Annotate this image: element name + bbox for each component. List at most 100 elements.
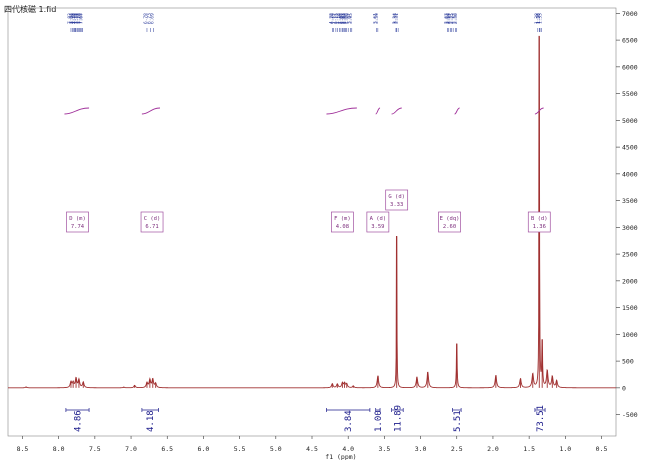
peak-ppm-label: 7.67 <box>79 13 85 24</box>
multiplet-label: E (dq) <box>440 216 460 222</box>
x-tick-label: 2.5 <box>451 445 463 453</box>
y-tick-label: 0 <box>622 384 626 392</box>
multiplet-shift: 7.74 <box>71 224 85 230</box>
peak-ppm-label: 7.68 <box>78 13 84 24</box>
peak-ppm-label: 4.15 <box>333 13 339 24</box>
peak-ppm-label: 7.78 <box>71 13 77 24</box>
integral-value: 4.18 <box>146 410 156 432</box>
y-tick-label: 3500 <box>622 197 638 205</box>
peak-ppm-label: 3.34 <box>392 13 398 24</box>
peak-ppm-label: 2.63 <box>443 13 449 24</box>
x-tick-label: 8.5 <box>17 445 29 453</box>
x-tick-label: 7.0 <box>125 445 137 453</box>
peak-ppm-label: 7.70 <box>76 13 82 24</box>
multiplet-shift: 3.33 <box>390 202 403 208</box>
peak-ppm-label: 6.69 <box>149 13 155 24</box>
spectrum-file-title: 四代核磁 1.fid <box>4 5 57 14</box>
y-tick-label: 5000 <box>622 117 638 125</box>
multiplet-shift: 4.08 <box>336 224 349 230</box>
y-tick-label: 5500 <box>622 90 638 98</box>
peak-ppm-label: 3.61 <box>372 13 378 24</box>
x-tick-label: 2.0 <box>487 445 499 453</box>
peak-ppm-label: 6.73 <box>147 13 153 24</box>
peak-ppm-label: 4.12 <box>336 13 342 24</box>
peak-ppm-label: 1.36 <box>535 13 541 24</box>
x-tick-label: 4.5 <box>306 445 318 453</box>
multiplet-box <box>438 211 461 233</box>
multiplet-label: D (m) <box>69 216 86 222</box>
peak-ppm-label: 4.20 <box>330 13 336 24</box>
multiplet-label: A (d) <box>370 216 387 222</box>
multiplet-box <box>366 211 390 233</box>
peak-ppm-label: 4.00 <box>344 13 350 24</box>
multiplet-label: F (m) <box>334 216 351 222</box>
integration-curve <box>326 107 357 115</box>
multiplet-shift: 3.59 <box>371 224 384 230</box>
x-tick-label: 4.0 <box>342 445 354 453</box>
integral-value: 3.84 <box>344 410 354 432</box>
y-tick-label: 7000 <box>622 10 638 18</box>
x-tick-label: 6.0 <box>198 445 210 453</box>
x-axis-label: f1 (ppm) <box>325 453 356 460</box>
peak-ppm-label: 2.61 <box>445 13 451 24</box>
integral-value: 5.51 <box>453 410 463 432</box>
y-tick-label: -500 <box>622 411 638 419</box>
multiplet-box <box>331 211 354 233</box>
peak-ppm-label: 3.59 <box>374 13 380 24</box>
y-tick-label: 4500 <box>622 144 638 152</box>
multiplet-shift: 6.71 <box>145 224 158 230</box>
multiplet-box <box>385 189 409 211</box>
peak-ppm-label: 4.10 <box>337 13 343 24</box>
peak-ppm-label: 1.38 <box>534 13 540 24</box>
x-tick-label: 3.0 <box>415 445 427 453</box>
y-tick-label: 500 <box>622 358 634 366</box>
y-tick-label: 6000 <box>622 63 638 71</box>
integration-curve <box>375 107 381 115</box>
peak-ppm-label: 4.05 <box>341 13 347 24</box>
x-tick-label: 3.5 <box>379 445 391 453</box>
spectrum-trace <box>8 35 616 389</box>
integral-value: 73.51 <box>536 405 546 432</box>
multiplet-box <box>140 211 164 233</box>
peak-ppm-label: 3.97 <box>346 13 352 24</box>
peak-ppm-label: 7.74 <box>73 13 79 24</box>
peak-ppm-label: 3.31 <box>394 13 400 24</box>
multiplet-box <box>527 211 551 233</box>
peak-ppm-label: 2.59 <box>446 13 452 24</box>
integral-value: 4.86 <box>73 410 83 432</box>
peak-ppm-label: 4.08 <box>338 13 344 24</box>
peak-ppm-label: 2.52 <box>451 13 457 24</box>
peak-ppm-label: 7.73 <box>74 13 80 24</box>
peak-ppm-label: 2.55 <box>449 13 455 24</box>
peak-ppm-label: 7.79 <box>70 13 76 24</box>
peak-ppm-label: 7.76 <box>72 13 78 24</box>
y-tick-label: 2000 <box>622 277 638 285</box>
y-tick-label: 6500 <box>622 37 638 45</box>
y-tick-label: 3000 <box>622 224 638 232</box>
peak-ppm-label: 4.17 <box>332 13 338 24</box>
integral-value: 1.00 <box>374 410 384 432</box>
multiplet-shift: 1.36 <box>533 224 546 230</box>
peak-ppm-label: 3.33 <box>393 13 399 24</box>
multiplet-label: B (d) <box>531 216 548 222</box>
peak-ppm-label: 4.07 <box>339 13 345 24</box>
x-tick-label: 6.5 <box>161 445 173 453</box>
peak-ppm-label: 4.04 <box>341 13 347 24</box>
multiplet-label: C (d) <box>144 216 161 222</box>
x-tick-label: 8.0 <box>53 445 65 453</box>
x-tick-label: 7.5 <box>89 445 101 453</box>
y-tick-label: 1500 <box>622 304 638 312</box>
multiplet-label: G (d) <box>388 194 405 200</box>
y-tick-label: 2500 <box>622 251 638 259</box>
integral-value: 11.89 <box>393 405 403 432</box>
integration-curve <box>64 107 90 115</box>
peak-ppm-label: 1.33 <box>537 13 543 24</box>
y-tick-label: 1000 <box>622 331 638 339</box>
peak-ppm-label: 3.95 <box>348 13 354 24</box>
peak-ppm-label: 2.50 <box>453 13 459 24</box>
peak-ppm-label: 1.35 <box>536 13 542 24</box>
plot-frame <box>7 7 617 437</box>
peak-ppm-label: 4.02 <box>343 13 349 24</box>
peak-ppm-label: 2.57 <box>448 13 454 24</box>
